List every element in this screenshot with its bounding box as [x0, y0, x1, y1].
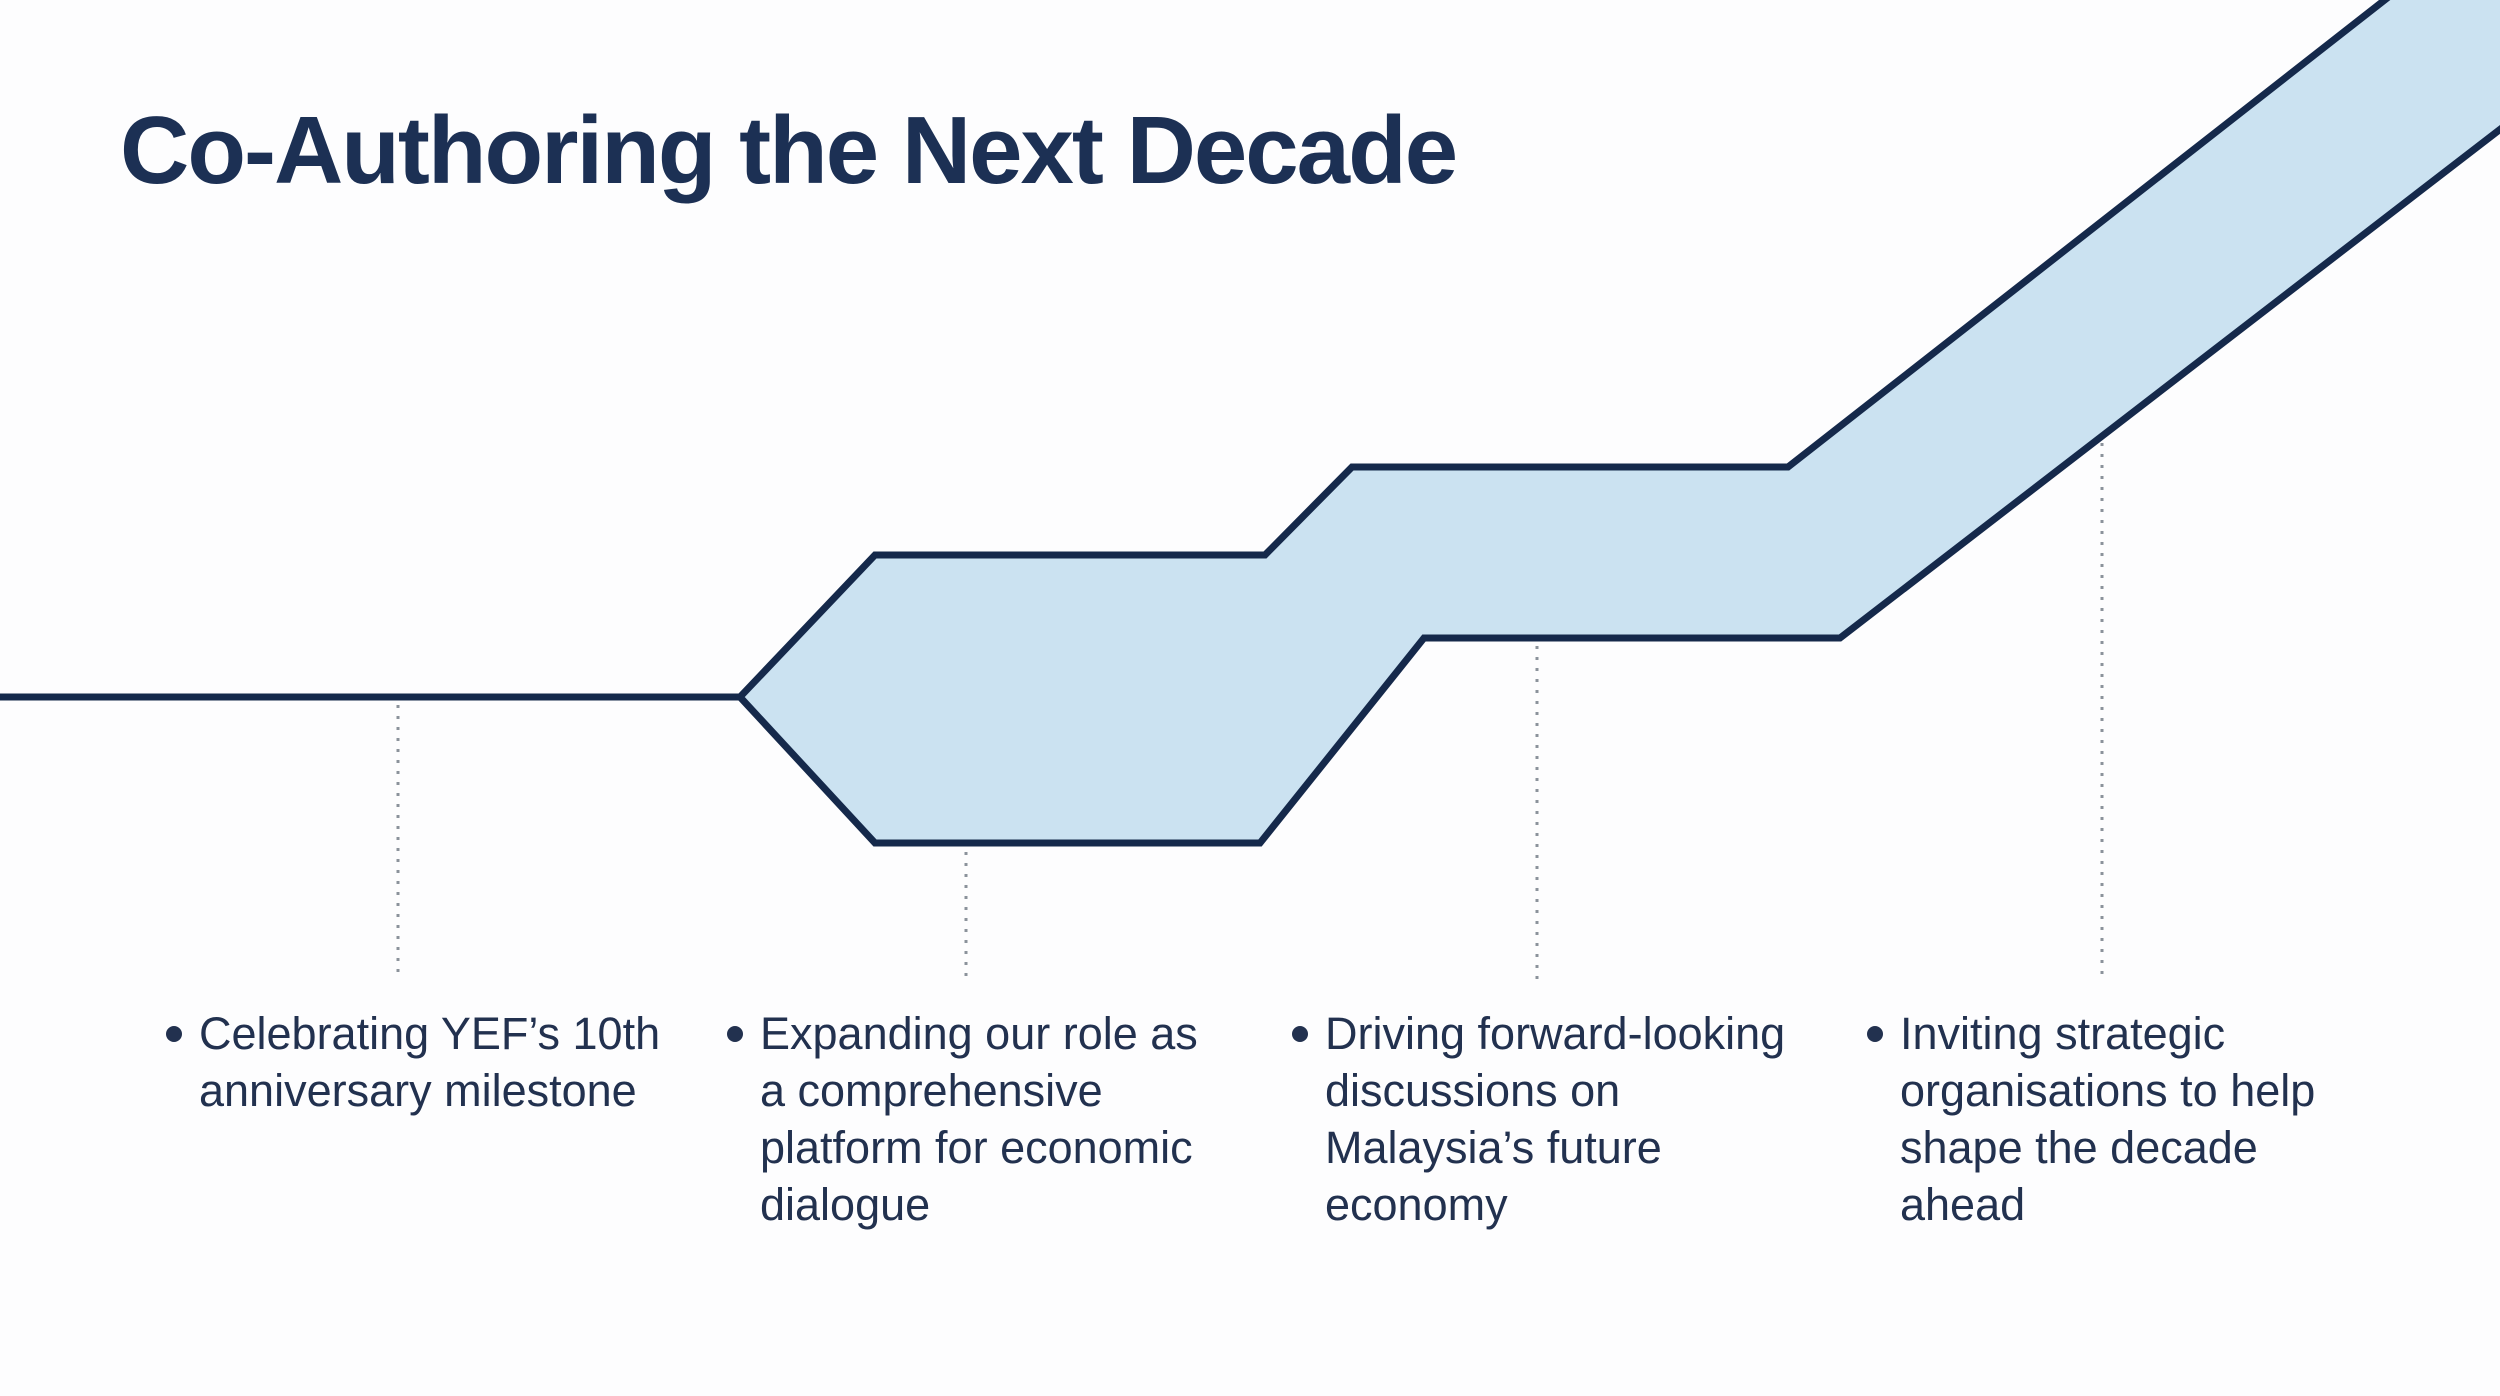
list-item: Expanding our role as a comprehensive pl…	[727, 1005, 1272, 1233]
bullet-text-discussions: Driving forward-looking discussions on M…	[1325, 1008, 1786, 1230]
bullet-text-platform: Expanding our role as a comprehensive pl…	[760, 1008, 1198, 1230]
bullet-text-organisations: Inviting strategic organisations to help…	[1900, 1008, 2316, 1230]
page-title: Co-Authoring the Next Decade	[120, 97, 1458, 204]
bullet-dot	[727, 1026, 743, 1042]
list-item: Inviting strategic organisations to help…	[1867, 1005, 2412, 1233]
bullet-dot	[166, 1026, 182, 1042]
bullet-text-milestone: Celebrating YEF’s 10th anniversary miles…	[199, 1008, 661, 1116]
list-item: Celebrating YEF’s 10th anniversary miles…	[166, 1005, 711, 1119]
bullet-dot	[1867, 1026, 1883, 1042]
timeline-band	[735, 0, 2500, 847]
bullet-list: Celebrating YEF’s 10th anniversary miles…	[0, 1005, 2500, 1305]
bullet-dot	[1292, 1026, 1308, 1042]
list-item: Driving forward-looking discussions on M…	[1292, 1005, 1837, 1233]
